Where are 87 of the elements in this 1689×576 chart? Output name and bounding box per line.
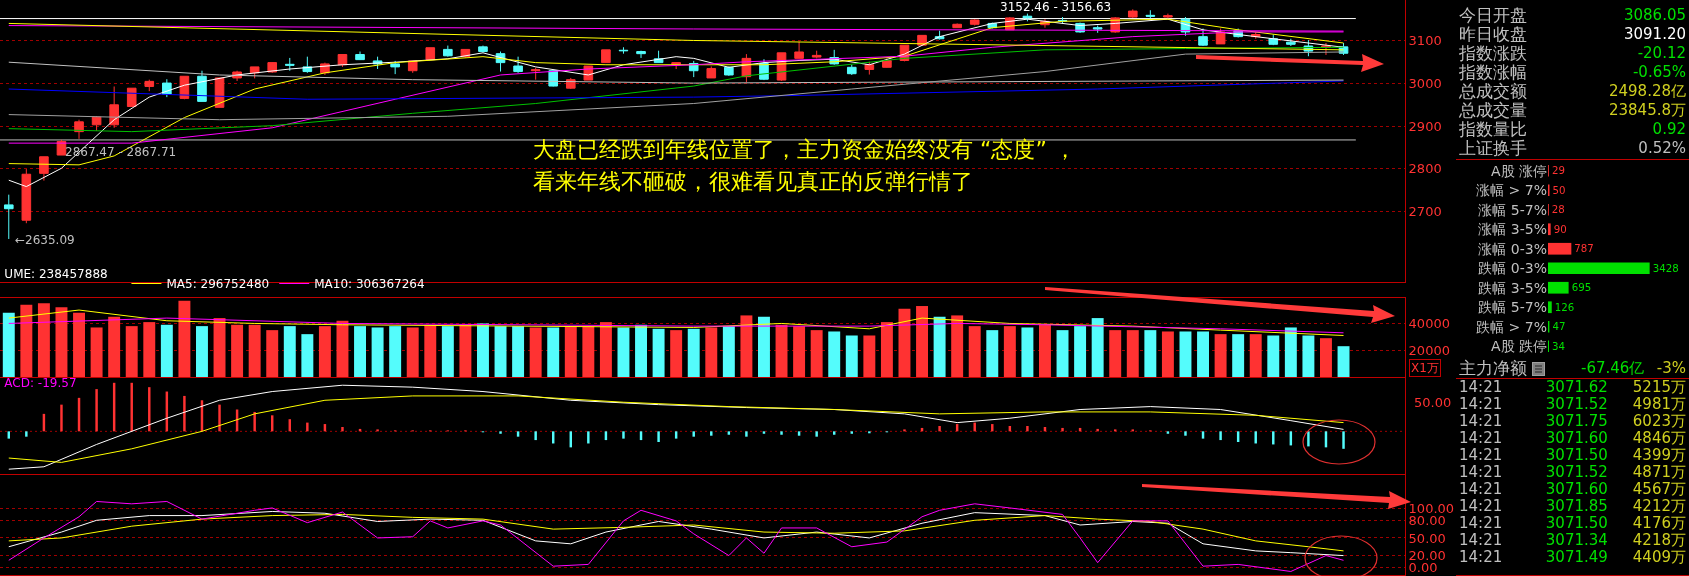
text: 0.92 [1652,120,1686,138]
data-label: 50 [1552,184,1566,196]
text: 3071.62 [1545,378,1608,396]
text: 14:21 [1459,531,1503,549]
y-tick-label: A股 涨停 [1490,162,1547,179]
y-tick-label: 涨幅 5-7% [1478,201,1547,218]
text: 3071.52 [1545,463,1608,481]
text: 上证换手 [1459,138,1527,158]
data-label: 3428 [1652,262,1679,274]
text: 5215万 [1632,378,1686,396]
annotation: 看来年线不砸破，很难看见真正的反弹行情了 [533,169,973,194]
text: 4981万 [1632,395,1686,413]
text: 3071.50 [1545,446,1608,464]
y-tick-label: 2800 [1408,161,1442,177]
text: 3071.60 [1545,480,1608,498]
data-label: 34 [1552,340,1566,352]
text: 4409万 [1632,548,1686,566]
ref-line-label: 3152.46 - 3156.63 [1000,0,1112,14]
y-tick-label: 3000 [1408,76,1442,92]
text: 14:21 [1459,480,1503,498]
text: 4212万 [1632,497,1686,515]
text: 14:21 [1459,497,1503,515]
y-tick-label: 跌幅 3-5% [1478,279,1547,296]
text: 14:21 [1459,446,1503,464]
chart-title: UME: 238457888 [4,266,108,281]
text: -0.65% [1632,63,1686,81]
y-tick-label: 50.00 [1408,530,1446,546]
text: 3071.50 [1545,514,1608,532]
y-tick-label: 3100 [1408,33,1442,49]
y-tick-label: 涨幅 > 7% [1476,182,1547,199]
text: 14:21 [1459,395,1503,413]
text: 总成交量 [1459,100,1527,120]
text: 14:21 [1459,378,1503,396]
text: 3071.85 [1545,497,1608,515]
data-label: 28 [1551,204,1565,216]
data-label: 695 [1571,282,1592,294]
text: -20.12 [1637,44,1686,62]
text: 4871万 [1632,463,1686,481]
y-tick-label: A股 跌停 [1490,338,1547,355]
y-tick-label: 涨幅 3-5% [1478,221,1547,238]
text: 3071.49 [1545,548,1608,566]
text: 3071.75 [1545,412,1608,430]
y-tick-label: 40000 [1408,315,1450,331]
data-label: 29 [1551,165,1565,177]
text: 4567万 [1632,480,1686,498]
data-label: 126 [1554,301,1575,313]
chart-title: ACD: -19.57 [4,375,77,390]
text: 3071.60 [1545,429,1608,447]
text: 昨日收盘 [1459,24,1527,44]
text: 23845.8万 [1608,101,1686,119]
text: 4846万 [1632,429,1686,447]
text: 4176万 [1632,514,1686,532]
y-tick-label: 20000 [1408,342,1450,358]
y-tick-label: 跌幅 5-7% [1478,299,1547,316]
y-tick-label: 跌幅 > 7% [1476,318,1547,335]
y-tick-label: 2700 [1408,203,1442,219]
text: 3086.05 [1623,6,1686,24]
data-label: 787 [1574,243,1594,255]
annotation: 大盘已经跌到年线位置了，主力资金始终没有 “态度” ， [533,137,1076,162]
text: 0.52% [1638,139,1686,157]
text: 指数涨跌 [1459,43,1527,63]
text: X1万 [1411,361,1439,375]
text: -3% [1656,358,1686,377]
text: 14:21 [1459,412,1503,430]
text: 4399万 [1632,446,1686,464]
text: 14:21 [1459,429,1503,447]
text: 今日开盘 [1459,5,1527,25]
text: 3071.52 [1545,395,1608,413]
text: 2498.28亿 [1608,82,1686,100]
text: 指数量比 [1459,119,1527,139]
text: 4218万 [1632,531,1686,549]
text: 指数涨幅 [1459,62,1527,82]
text: 主力净额 [1459,357,1527,378]
text: 总成交额 [1459,81,1527,101]
y-tick-label: 2900 [1408,118,1442,134]
annotation: ←2635.09 [15,233,75,247]
y-tick-label: 涨幅 0-3% [1478,240,1547,257]
text: 14:21 [1459,514,1503,532]
text: 3091.20 [1623,25,1686,43]
data-label: 47 [1552,321,1566,333]
y-tick-label: 跌幅 0-3% [1478,260,1547,277]
text: 3071.34 [1545,531,1608,549]
text: -67.46亿 [1580,358,1645,377]
text: 14:21 [1459,463,1503,481]
text: 14:21 [1459,548,1503,566]
text: 6023万 [1632,412,1686,430]
data-label: 90 [1553,223,1567,235]
